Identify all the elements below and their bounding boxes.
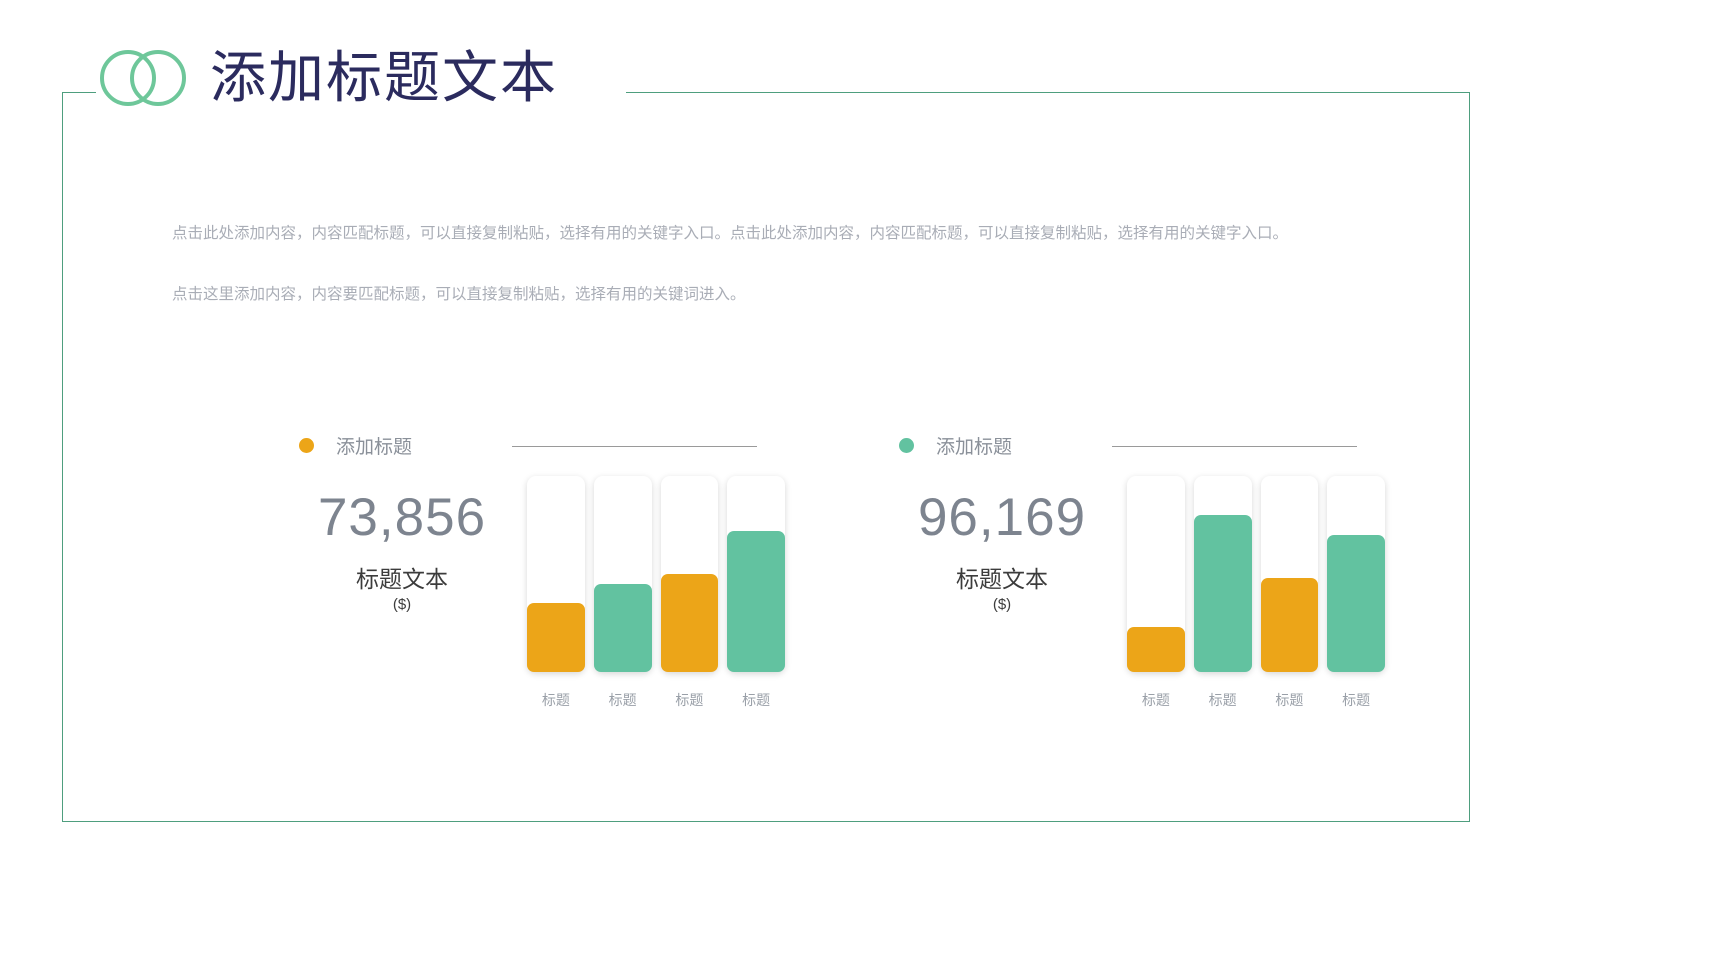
- bar-fill: [1327, 534, 1385, 672]
- legend-label: 添加标题: [336, 436, 413, 458]
- bar-column: [593, 476, 652, 672]
- x-tick-label: 标题: [1275, 692, 1304, 708]
- bar-chart-columns: [1127, 476, 1385, 672]
- bar-column: [727, 476, 785, 672]
- paragraph-2: 点击这里添加内容，内容要匹配标题，可以直接复制粘贴，选择有用的关键词进入。: [172, 285, 746, 303]
- body-paragraphs: 点击此处添加内容，内容匹配标题，可以直接复制粘贴，选择有用的关键字入口。点击此处…: [172, 222, 1372, 308]
- stat-block-right: 添加标题 96,169 标题文本 ($): [837, 420, 1457, 780]
- bar-fill: [727, 530, 785, 672]
- page-title: 添加标题文本: [210, 46, 558, 109]
- bar-column: [660, 476, 719, 672]
- bar-column: [1260, 476, 1319, 672]
- x-tick-label: 标题: [608, 692, 637, 708]
- stat-caption: 标题文本: [356, 565, 448, 592]
- x-tick-label: 标题: [675, 692, 704, 708]
- stat-value: 96,169: [917, 488, 1087, 547]
- bar-fill: [1193, 515, 1252, 672]
- stat-block-left: 添加标题 73,856 标题文本 ($): [237, 420, 857, 780]
- x-tick-label: 标题: [541, 692, 570, 708]
- x-tick-label: 标题: [742, 692, 771, 708]
- content-frame: [62, 92, 1470, 822]
- bar-chart-left: 标题 标题 标题 标题: [527, 476, 785, 716]
- bar-fill: [593, 583, 652, 672]
- stat-unit: ($): [992, 595, 1012, 613]
- bar-chart-x-labels: 标题 标题 标题 标题: [1127, 690, 1385, 710]
- stat-unit: ($): [392, 595, 412, 613]
- slide-header: 添加标题文本: [100, 40, 558, 116]
- legend-label: 添加标题: [936, 436, 1013, 458]
- paragraph-1: 点击此处添加内容，内容匹配标题，可以直接复制粘贴，选择有用的关键字入口。点击此处…: [172, 225, 1289, 242]
- x-tick-label: 标题: [1342, 692, 1371, 708]
- legend-dot-icon: [299, 437, 314, 453]
- x-tick-label: 标题: [1208, 692, 1237, 708]
- x-tick-label: 标题: [1141, 692, 1170, 708]
- bar-fill: [1127, 626, 1185, 672]
- stat-blocks: 添加标题 73,856 标题文本 ($): [62, 420, 1470, 780]
- legend-dot-icon: [899, 437, 914, 453]
- frame-title-notch: [96, 84, 626, 102]
- bar-fill: [1260, 577, 1319, 672]
- stat-caption: 标题文本: [956, 565, 1048, 592]
- legend-right: 添加标题: [899, 434, 1013, 458]
- bar-column: [1193, 476, 1252, 672]
- bar-fill: [527, 603, 585, 672]
- bar-chart-x-labels: 标题 标题 标题 标题: [527, 690, 785, 710]
- legend-left: 添加标题: [299, 434, 413, 458]
- bar-column: [1127, 476, 1185, 672]
- legend-rule: [512, 446, 757, 447]
- two-overlapping-circles-icon: [100, 50, 186, 106]
- stat-summary-left: 73,856 标题文本 ($): [257, 490, 547, 613]
- bar-column: [527, 476, 585, 672]
- stat-summary-right: 96,169 标题文本 ($): [857, 490, 1147, 613]
- bar-fill: [660, 574, 719, 672]
- bar-chart-right: 标题 标题 标题 标题: [1127, 476, 1385, 716]
- bar-column: [1327, 476, 1385, 672]
- legend-rule: [1112, 446, 1357, 447]
- bar-chart-columns: [527, 476, 785, 672]
- stat-value: 73,856: [317, 488, 487, 547]
